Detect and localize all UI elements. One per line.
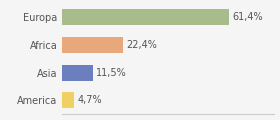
Bar xyxy=(62,9,229,25)
Text: 22,4%: 22,4% xyxy=(126,40,157,50)
Bar xyxy=(62,37,123,53)
Text: 11,5%: 11,5% xyxy=(96,68,127,78)
Text: 61,4%: 61,4% xyxy=(232,12,263,22)
Text: 4,7%: 4,7% xyxy=(78,95,102,105)
Bar xyxy=(62,65,93,81)
Bar xyxy=(62,92,74,108)
